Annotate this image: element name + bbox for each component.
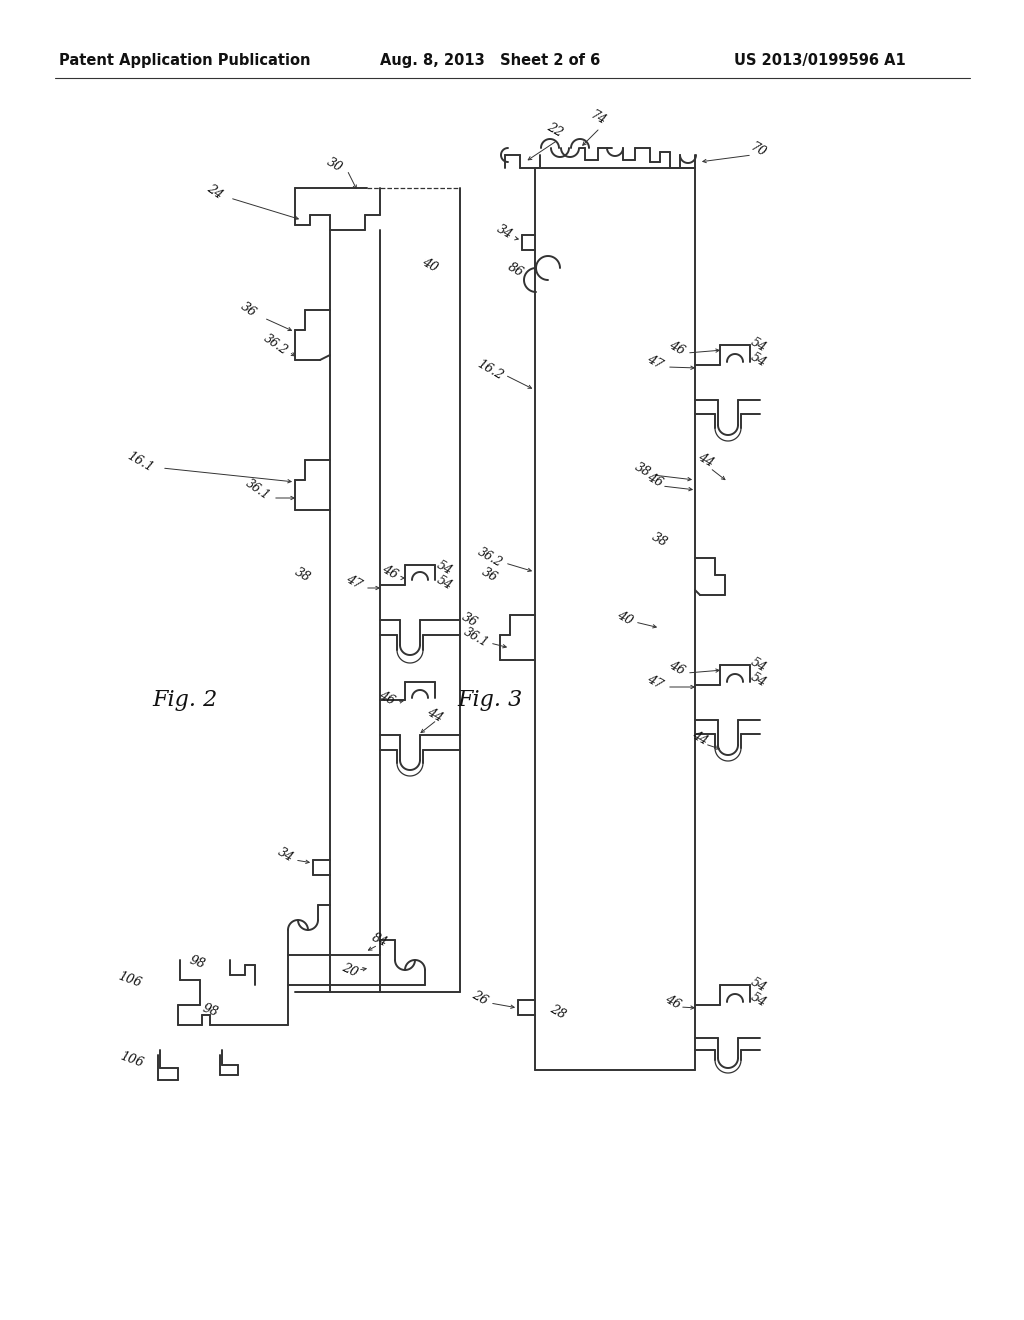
Text: 54: 54 (434, 558, 455, 578)
Text: 36.2: 36.2 (475, 545, 505, 570)
Text: 84: 84 (370, 931, 390, 949)
Text: 40: 40 (420, 255, 440, 275)
Text: 46: 46 (663, 993, 683, 1011)
Text: 46: 46 (377, 688, 397, 708)
Text: 86: 86 (505, 260, 525, 280)
Text: 38: 38 (650, 531, 670, 549)
Text: 54: 54 (748, 975, 768, 995)
Text: 46: 46 (667, 338, 687, 358)
Text: 106: 106 (119, 1049, 145, 1071)
Text: 44: 44 (425, 705, 445, 725)
Text: 54: 54 (748, 335, 768, 355)
Text: 54: 54 (748, 655, 768, 675)
Text: 46: 46 (380, 562, 400, 582)
Text: 36.2: 36.2 (261, 333, 291, 358)
Text: 36.1: 36.1 (244, 477, 272, 503)
Text: 47: 47 (344, 573, 365, 591)
Text: Fig. 3: Fig. 3 (458, 689, 522, 711)
Text: 22: 22 (545, 120, 565, 140)
Text: 47: 47 (645, 352, 666, 372)
Text: 70: 70 (748, 140, 768, 160)
Text: 28: 28 (548, 1002, 568, 1022)
Text: 34: 34 (495, 222, 515, 242)
Text: 40: 40 (614, 609, 635, 627)
Text: 54: 54 (748, 671, 768, 689)
Text: 16.2: 16.2 (475, 358, 506, 383)
Text: 106: 106 (117, 970, 143, 990)
Text: 44: 44 (696, 450, 716, 470)
Text: 36: 36 (460, 610, 480, 630)
Text: 74: 74 (588, 108, 608, 128)
Text: 34: 34 (275, 845, 296, 865)
Text: 54: 54 (434, 573, 455, 593)
Text: 36: 36 (238, 300, 258, 319)
Text: 38: 38 (633, 461, 653, 479)
Text: 46: 46 (667, 659, 687, 677)
Text: 38: 38 (293, 565, 313, 585)
Text: 54: 54 (748, 350, 768, 370)
Text: 46: 46 (645, 470, 666, 490)
Text: 36: 36 (480, 565, 500, 585)
Text: 98: 98 (201, 1001, 220, 1019)
Text: 47: 47 (645, 672, 666, 692)
Text: 36.1: 36.1 (462, 626, 490, 651)
Text: Fig. 2: Fig. 2 (153, 689, 218, 711)
Text: 16.1: 16.1 (125, 449, 156, 475)
Text: 54: 54 (748, 990, 768, 1010)
Text: 26: 26 (470, 989, 490, 1007)
Text: US 2013/0199596 A1: US 2013/0199596 A1 (734, 53, 906, 67)
Text: 24: 24 (205, 182, 225, 202)
Text: 98: 98 (187, 953, 207, 970)
Text: Aug. 8, 2013   Sheet 2 of 6: Aug. 8, 2013 Sheet 2 of 6 (380, 53, 600, 67)
Text: Patent Application Publication: Patent Application Publication (59, 53, 310, 67)
Text: 20: 20 (340, 961, 360, 979)
Text: 30: 30 (325, 156, 345, 174)
Text: 44: 44 (690, 729, 711, 747)
